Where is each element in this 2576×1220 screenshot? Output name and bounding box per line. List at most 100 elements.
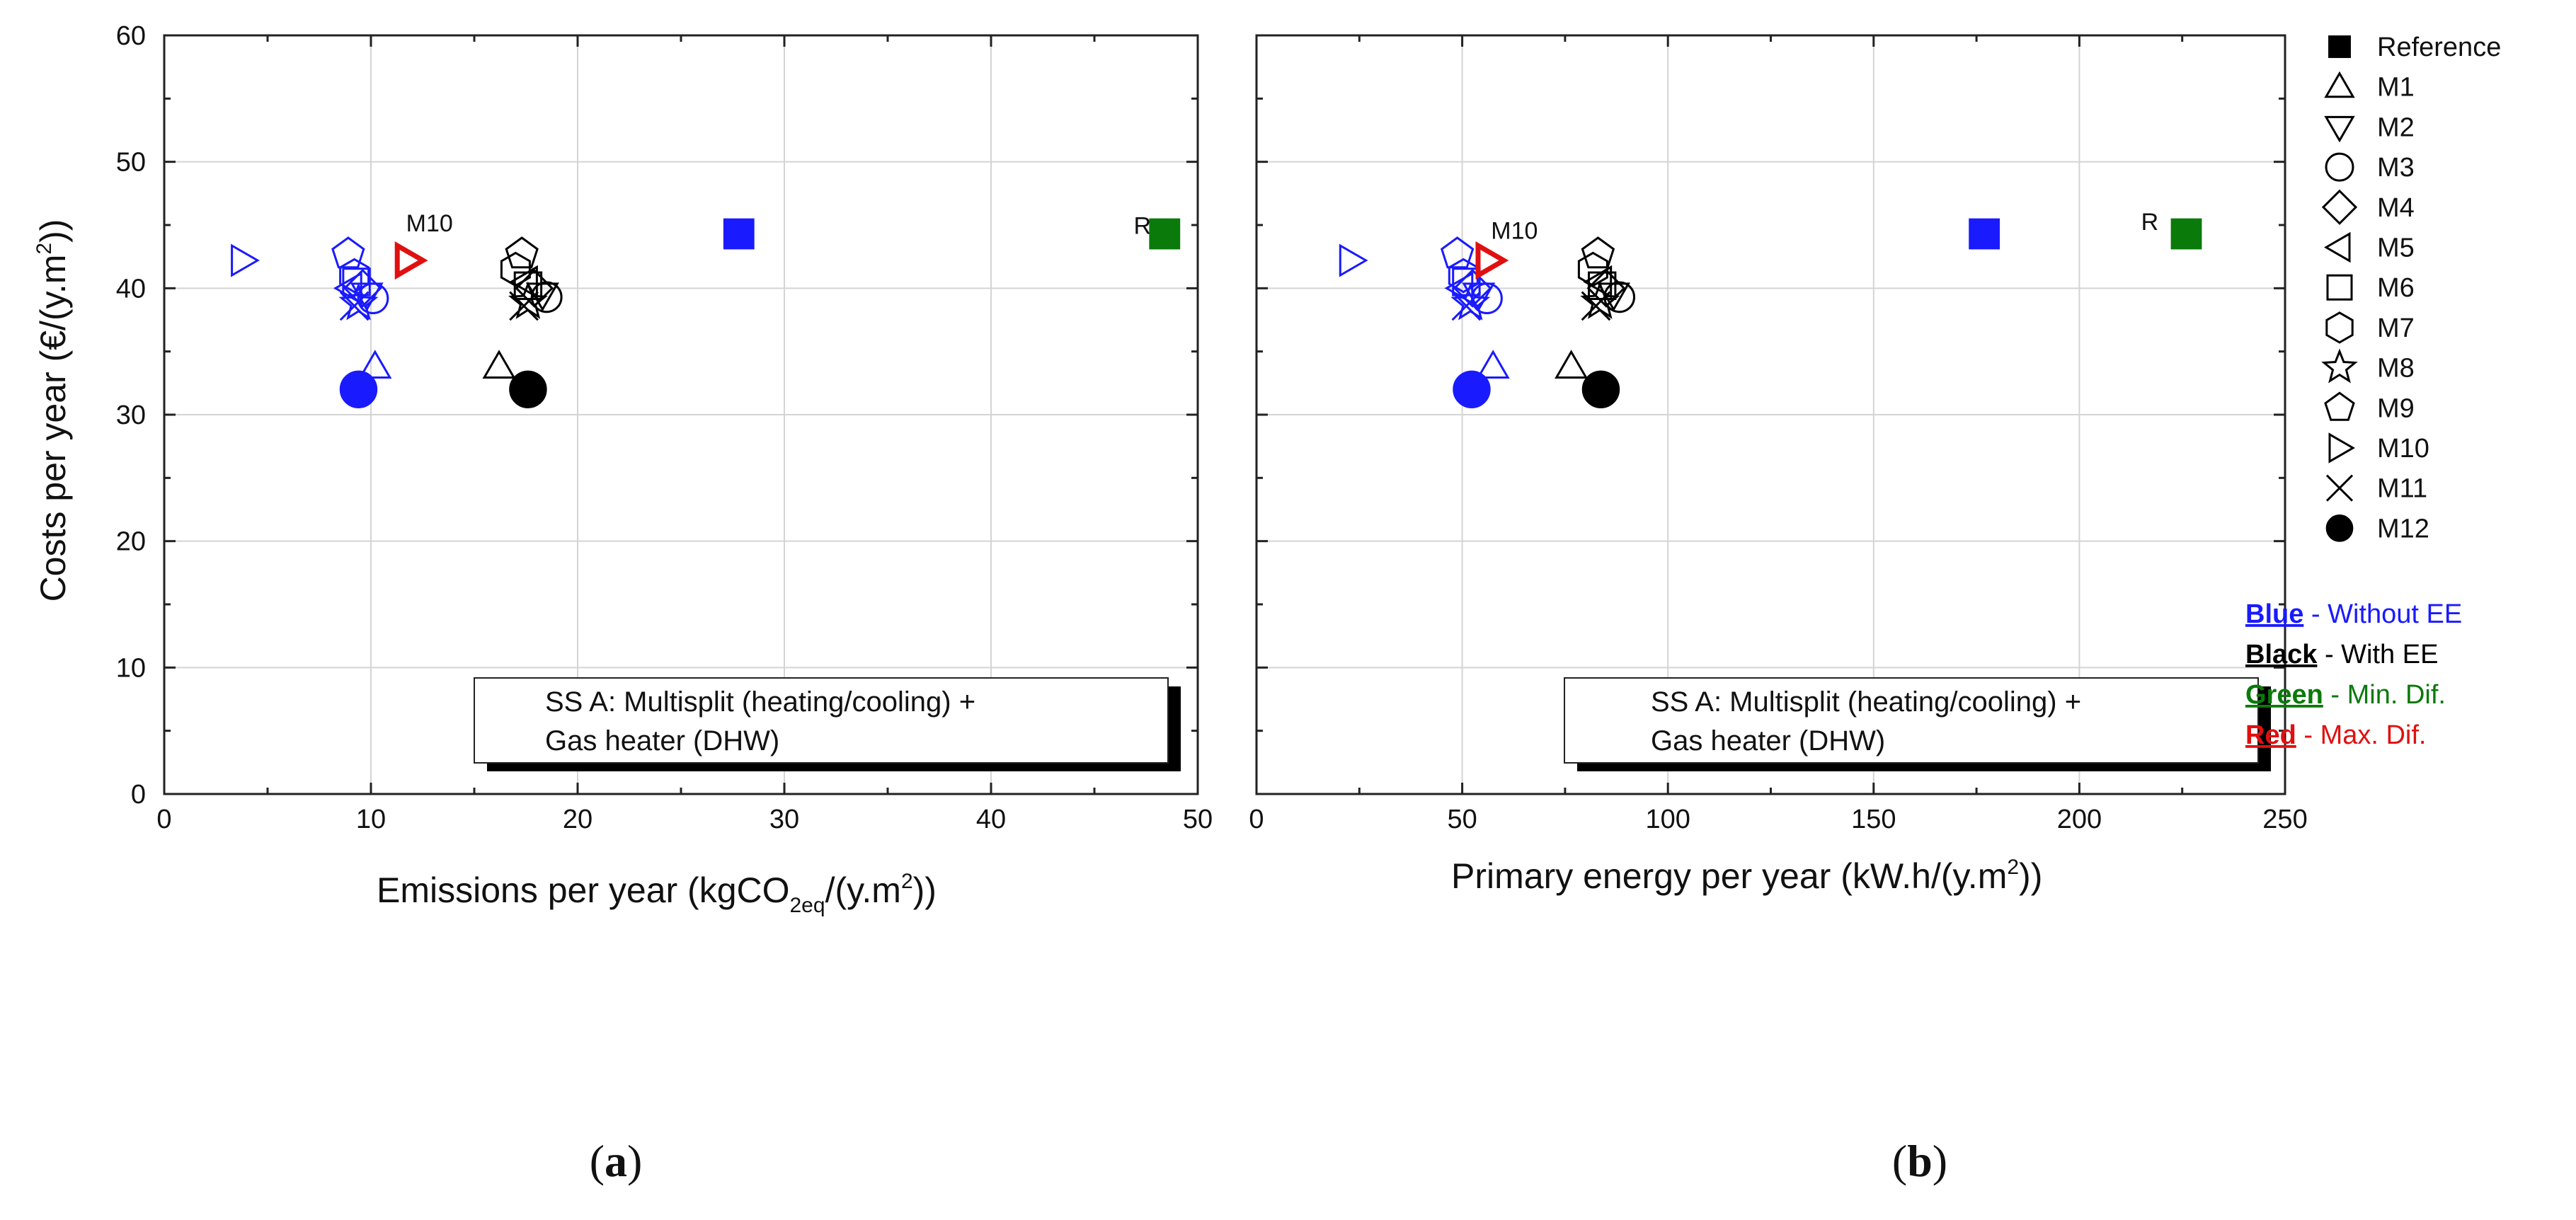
legend-triangle-up-icon [2324,71,2355,98]
color-legend-item: Blue - Without EE [2245,599,2462,629]
legend-label: M7 [2377,313,2415,343]
chart-panel-a: SS A: Multisplit (heating/cooling) + Gas… [33,21,1213,1186]
color-legend-key: Green [2245,680,2323,710]
legend-item: M6 [2326,273,2415,303]
black-pentagon-point [505,236,539,269]
x-axis-title-sup: 2 [901,870,913,893]
red-triangle-right-point [1475,241,1509,280]
blue-cross-point [1451,291,1482,321]
legend-circle-icon [2325,152,2354,182]
legend-circle-icon [2325,514,2354,542]
caption-a: (a) [590,1136,643,1186]
blue-cross-point [339,291,370,321]
x-tick-label: 150 [1851,805,1896,834]
legend-item: Reference [2328,33,2501,62]
caption-a-open: ( [590,1136,605,1186]
info-box-frame [1564,677,2259,764]
x-tick-label: 250 [2262,805,2307,834]
legend-triangle-right-icon [2328,432,2355,464]
black-triangle-left-point [509,265,538,299]
green-square-point [1149,218,1181,250]
legend-label: M4 [2377,193,2415,223]
caption-b-open: ( [1892,1136,1907,1186]
black-triangle-up-point [1555,350,1588,379]
annotation-m10: M10 [1491,218,1538,245]
color-legend-key: Blue [2245,599,2303,629]
red-triangle-right-point [394,241,428,280]
x-tick-label: 50 [1447,805,1477,834]
info-box-b: SS A: Multisplit (heating/cooling) + Gas… [1564,677,2271,771]
black-circle-point [509,370,547,408]
caption-a-close: ) [627,1136,642,1186]
legend-item: M10 [2328,432,2429,464]
x-tick-label: 40 [976,805,1006,834]
legend-label: M10 [2377,434,2429,464]
chart-panel-b: SS A: Multisplit (heating/cooling) + Gas… [1249,34,2308,1186]
marker-legend: Reference M1 M2 M3 M4 M5 M6 M7 M8 M9 M10 M11 M12 [2321,33,2501,543]
info-box-a: SS A: Multisplit (heating/cooling) + Gas… [474,677,1181,771]
data-marks-a [231,218,1181,408]
green-square-point [2170,218,2202,250]
legend-label: M12 [2377,514,2429,543]
blue-triangle-up-point [358,350,392,379]
y-tick-label: 40 [116,274,146,304]
caption-b-letter: b [1907,1136,1933,1186]
annotation-m10: M10 [406,210,453,237]
caption-a-letter: a [605,1136,627,1186]
y-axis-title-main: Costs per year (€/(y.m [33,255,73,602]
annotations-b: M10 R [1491,209,2158,245]
legend-pentagon-icon [2324,391,2355,421]
x-tick-label: 10 [356,805,386,834]
info-box-line-2: Gas heater (DHW) [545,725,779,756]
x-axis-title-main: Primary energy per year (kW.h/(y.m [1451,856,2007,896]
x-axis-title-end: )) [913,870,937,910]
x-axis-title-a: Emissions per year (kgCO2eq/(y.m2)) [377,870,937,917]
legend-item: M12 [2325,514,2429,543]
gridlines-b [1256,35,2285,794]
x-tick-label: 0 [1249,805,1264,834]
black-cross-point [509,291,539,321]
x-tick-label: 30 [769,805,799,834]
data-marks-b [1339,218,2202,408]
color-legend: Blue - Without EE Black - With EE Green - … [2245,599,2462,750]
blue-pentagon-point [1440,236,1475,269]
legend-item: M7 [2325,311,2415,344]
blue-hexagon-point [339,258,370,294]
info-box-line-2: Gas heater (DHW) [1651,725,1885,756]
info-box-frame [474,677,1169,764]
color-legend-item: Red - Max. Dif. [2245,720,2426,750]
color-legend-item: Black - With EE [2245,640,2438,669]
x-tick-label: 0 [156,805,171,834]
blue-triangle-right-point [1339,243,1368,277]
y-tick-label: 20 [116,527,146,557]
legend-label: M3 [2377,153,2415,183]
legend-triangle-left-icon [2324,231,2351,263]
x-axis-title-b: Primary energy per year (kW.h/(y.m2)) [1451,856,2042,896]
legend-label: M6 [2377,273,2415,303]
x-axis-title-main: Emissions per year (kgCO [377,870,790,910]
y-tick-label: 60 [116,21,146,51]
color-legend-desc: - Min. Dif. [2323,680,2446,710]
annotations-a: M10 R [406,210,1151,240]
legend-label: M2 [2377,113,2415,142]
color-legend-key: Black [2245,640,2318,669]
black-square-point [513,271,543,300]
x-tick-label: 20 [563,805,593,834]
color-legend-desc: - Without EE [2303,599,2462,629]
legend-item: M11 [2325,474,2427,504]
legend-label: M9 [2377,393,2415,423]
y-tick-label: 0 [131,780,146,810]
color-legend-desc: - With EE [2317,640,2438,669]
info-box-line-1: SS A: Multisplit (heating/cooling) + [545,686,975,718]
y-axis-title-end: )) [33,219,73,243]
caption-b-close: ) [1933,1136,1947,1186]
x-tick-label: 100 [1645,805,1690,834]
legend-label: M11 [2377,474,2427,504]
legend-diamond-icon [2321,189,2358,225]
legend-square-icon [2326,274,2353,301]
legend-item: M9 [2324,391,2415,423]
x-axis-title-end: )) [2019,856,2042,896]
blue-pentagon-point [331,236,365,269]
color-legend-key: Red [2245,720,2296,750]
legend-label: Reference [2377,33,2501,62]
